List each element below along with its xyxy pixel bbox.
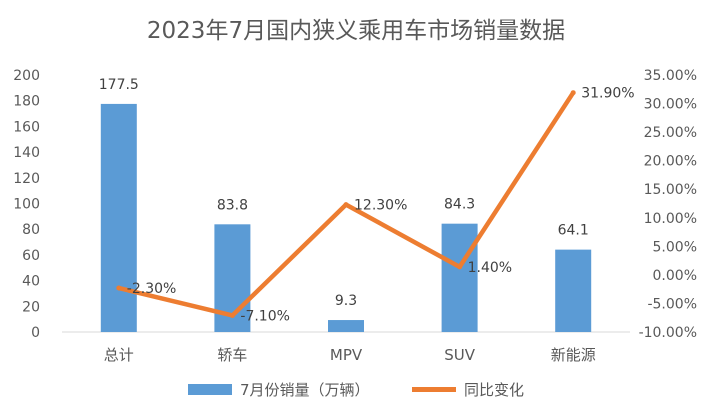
y-left-tick-label: 140 bbox=[13, 145, 40, 161]
y-left-tick-label: 20 bbox=[22, 299, 40, 315]
category-label: 新能源 bbox=[551, 346, 596, 364]
y-right-tick-label: 30.00% bbox=[644, 97, 697, 113]
line-data-label: 31.90% bbox=[581, 86, 634, 102]
category-label: 总计 bbox=[104, 346, 134, 364]
plot-area: 0 20 40 60 80 100 120 140 160 180 200 -10.00% -5.00%… bbox=[13, 68, 697, 364]
legend-label-line: 同比变化 bbox=[464, 381, 524, 399]
bar-data-label: 64.1 bbox=[558, 223, 589, 239]
legend: 7月份销量（万辆） 同比变化 bbox=[188, 381, 524, 399]
y-left-tick-label: 200 bbox=[13, 68, 40, 84]
bar bbox=[555, 249, 592, 332]
category-label: MPV bbox=[330, 346, 363, 364]
y-left-tick-label: 0 bbox=[31, 325, 40, 341]
y-left-tick-label: 60 bbox=[22, 248, 40, 264]
legend-label-bar: 7月份销量（万辆） bbox=[240, 381, 370, 399]
bar-data-label: 9.3 bbox=[335, 293, 357, 309]
line-data-label: -2.30% bbox=[127, 281, 177, 297]
bar-data-label: 177.5 bbox=[99, 77, 139, 93]
bar-data-label: 83.8 bbox=[217, 197, 248, 213]
y-right-tick-label: 35.00% bbox=[644, 68, 697, 84]
y-left-tick-label: 40 bbox=[22, 274, 40, 290]
category-label: SUV bbox=[444, 346, 476, 364]
line-data-label: 1.40% bbox=[468, 260, 512, 276]
bar bbox=[441, 223, 478, 332]
line-point bbox=[343, 202, 349, 208]
y-left-tick-label: 120 bbox=[13, 171, 40, 187]
y-left-tick-label: 160 bbox=[13, 119, 40, 135]
y-right-tick-label: -5.00% bbox=[647, 296, 697, 312]
line-data-label: 12.30% bbox=[354, 198, 407, 214]
y-right-tick-label: 5.00% bbox=[653, 239, 697, 255]
bar bbox=[100, 103, 137, 332]
bar-data-label: 84.3 bbox=[444, 197, 475, 213]
y-right-tick-label: -10.00% bbox=[639, 325, 697, 341]
y-left-tick-label: 180 bbox=[13, 94, 40, 110]
y-right-tick-label: 15.00% bbox=[644, 182, 697, 198]
line-point bbox=[457, 264, 463, 270]
y-right-tick-label: 10.00% bbox=[644, 211, 697, 227]
y-right-tick-label: 20.00% bbox=[644, 154, 697, 170]
line-point bbox=[116, 285, 122, 291]
line-point bbox=[229, 312, 235, 318]
y-right-tick-label: 0.00% bbox=[653, 268, 697, 284]
chart-title: 2023年7月国内狭义乘用车市场销量数据 bbox=[147, 18, 565, 44]
y-right-tick-label: 25.00% bbox=[644, 125, 697, 141]
line-point bbox=[570, 90, 576, 96]
bar bbox=[328, 320, 364, 332]
category-label: 轿车 bbox=[217, 346, 247, 364]
line-data-label: -7.10% bbox=[240, 308, 290, 324]
y-left-tick-label: 80 bbox=[22, 222, 40, 238]
y-left-tick-label: 100 bbox=[13, 197, 40, 213]
legend-swatch-bar bbox=[188, 384, 232, 395]
